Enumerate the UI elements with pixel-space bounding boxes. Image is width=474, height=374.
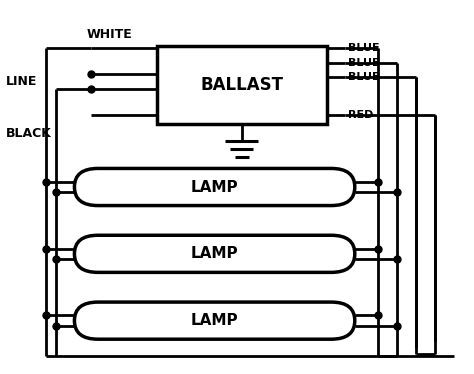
Text: BLUE: BLUE [348,73,379,83]
Text: RED: RED [348,110,373,120]
Text: LINE: LINE [6,75,37,88]
Text: BLUE: BLUE [348,43,379,53]
Text: BLUE: BLUE [348,58,379,68]
FancyBboxPatch shape [74,168,355,206]
Text: LAMP: LAMP [191,313,238,328]
Text: BLACK: BLACK [6,127,52,140]
Text: LAMP: LAMP [191,180,238,194]
Text: WHITE: WHITE [86,28,132,41]
FancyBboxPatch shape [74,302,355,339]
Text: BALLAST: BALLAST [200,76,283,94]
FancyBboxPatch shape [74,235,355,272]
Text: LAMP: LAMP [191,246,238,261]
Bar [157,46,327,124]
